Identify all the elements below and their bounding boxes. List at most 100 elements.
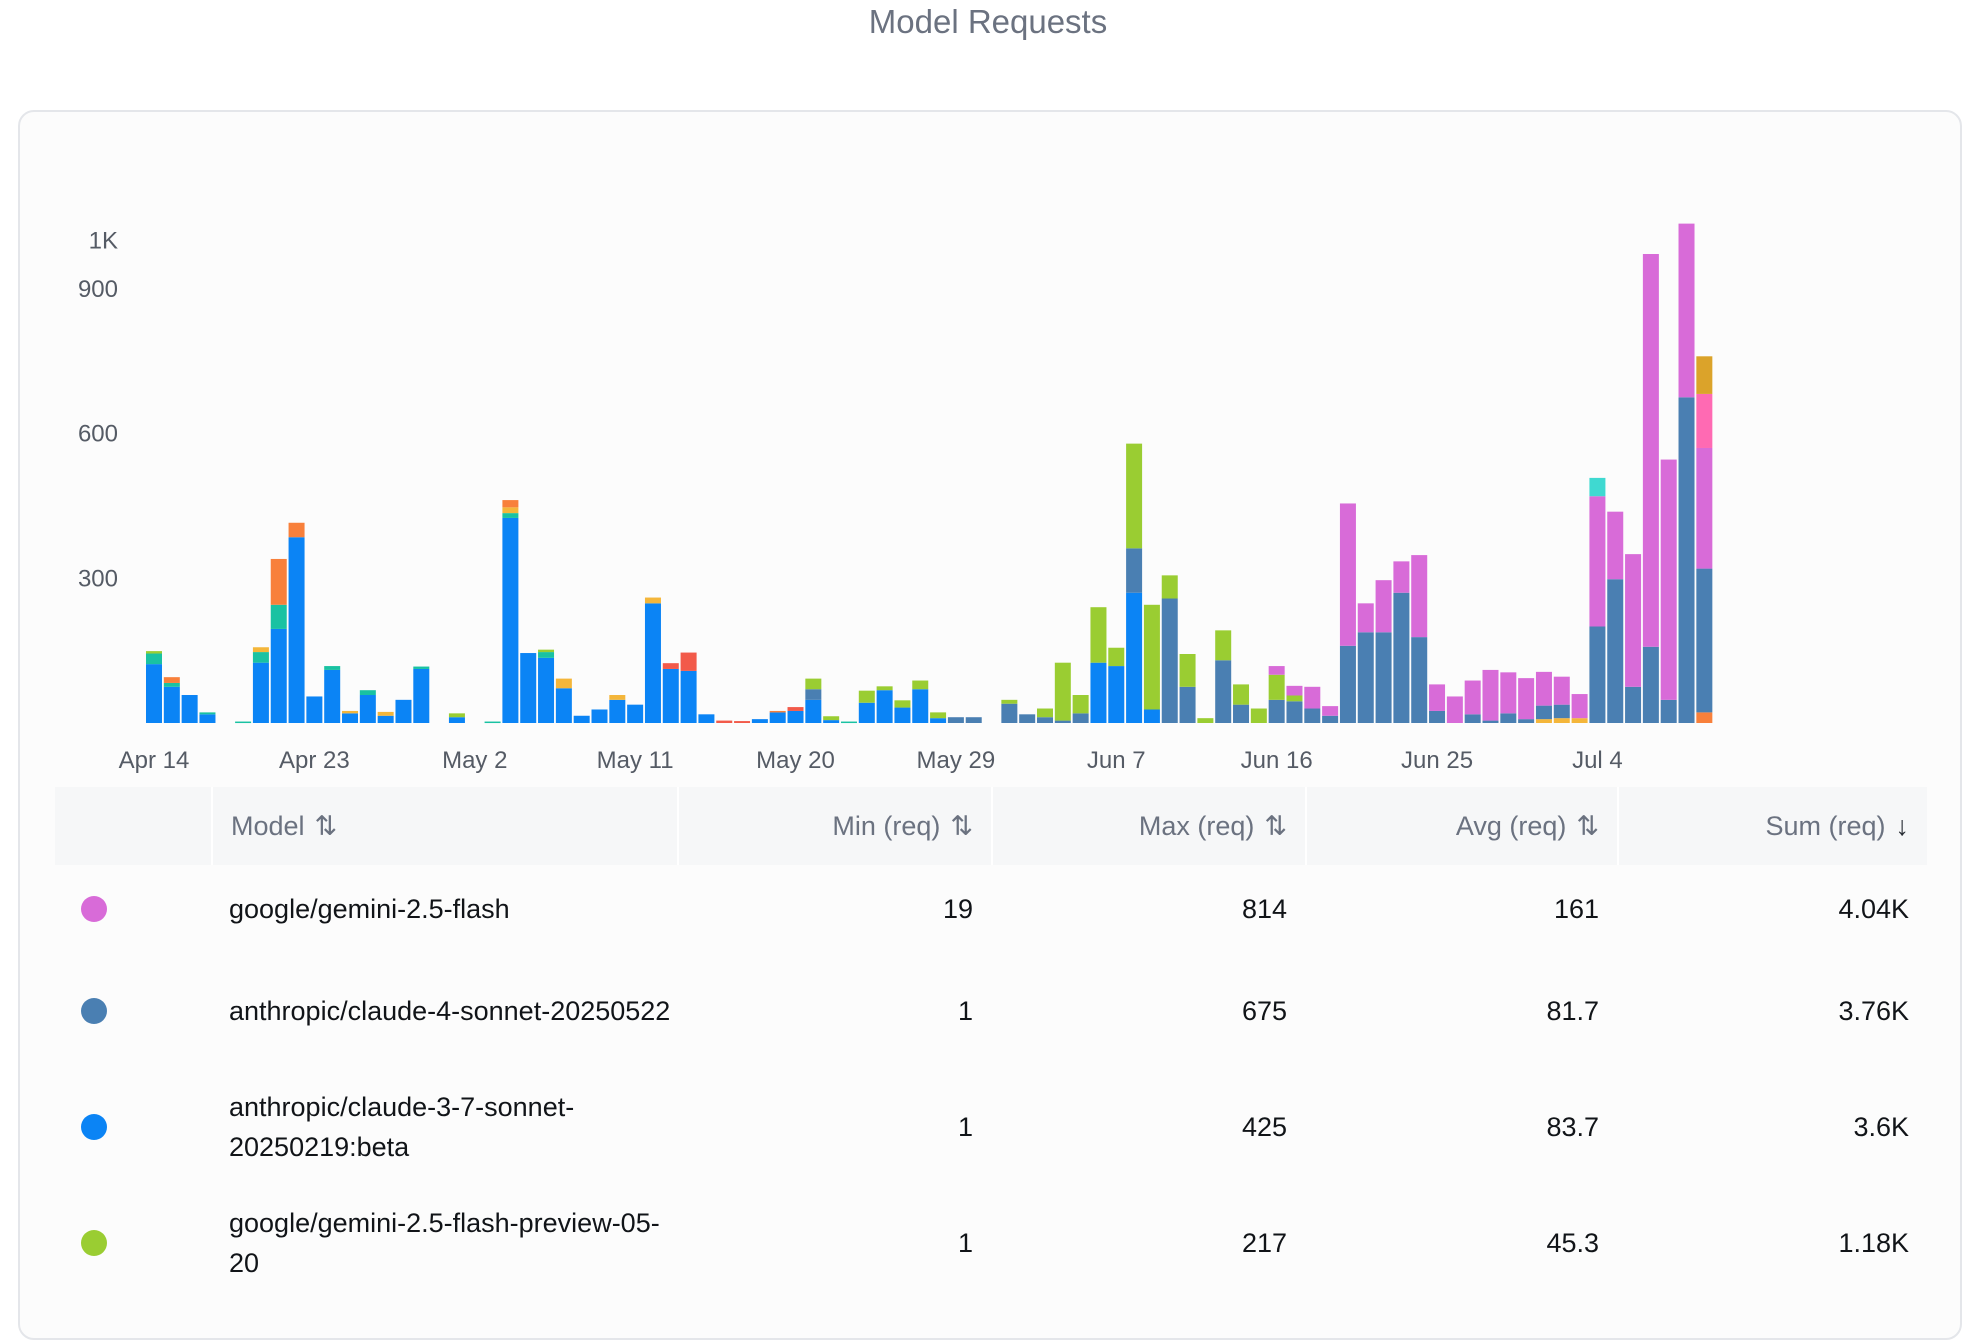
sort-neutral-icon[interactable]: ⇅: [314, 810, 338, 841]
bar-segment[interactable]: [448, 717, 465, 723]
bar-segment[interactable]: [1322, 715, 1339, 723]
bar-segment[interactable]: [484, 721, 501, 724]
bar-segment[interactable]: [342, 710, 359, 714]
bar-segment[interactable]: [644, 597, 661, 604]
bar-segment[interactable]: [270, 628, 287, 723]
bar-segment[interactable]: [662, 663, 679, 669]
bar-segment[interactable]: [1375, 632, 1392, 723]
bar-segment[interactable]: [306, 696, 323, 723]
bar-segment[interactable]: [1535, 705, 1552, 720]
bar-segment[interactable]: [1696, 568, 1713, 713]
bar-segment[interactable]: [894, 700, 911, 708]
bar-segment[interactable]: [1678, 223, 1695, 398]
bar-segment[interactable]: [538, 657, 555, 723]
bar-segment[interactable]: [1482, 720, 1499, 723]
bar-segment[interactable]: [1393, 561, 1410, 593]
bar-segment[interactable]: [876, 686, 893, 691]
bar-segment[interactable]: [1090, 607, 1107, 663]
table-row[interactable]: anthropic/claude-4-sonnet-20250522 1 675…: [55, 953, 1927, 1069]
bar-segment[interactable]: [324, 669, 341, 723]
bar-segment[interactable]: [270, 558, 287, 605]
bar-segment[interactable]: [876, 690, 893, 723]
bar-segment[interactable]: [163, 677, 180, 683]
bar-segment[interactable]: [573, 715, 590, 723]
bar-segment[interactable]: [1197, 718, 1214, 723]
sort-neutral-icon[interactable]: ⇅: [1576, 810, 1599, 841]
bar-segment[interactable]: [1446, 696, 1463, 723]
bar-segment[interactable]: [930, 718, 947, 723]
bar-segment[interactable]: [1268, 666, 1285, 675]
bar-segment[interactable]: [413, 668, 430, 723]
bar-segment[interactable]: [359, 690, 376, 696]
bar-segment[interactable]: [1126, 548, 1143, 593]
bar-segment[interactable]: [680, 652, 697, 671]
bar-segment[interactable]: [1375, 580, 1392, 633]
bar-segment[interactable]: [270, 604, 287, 629]
bar-segment[interactable]: [1553, 676, 1570, 705]
bar-segment[interactable]: [1072, 713, 1089, 723]
bar-segment[interactable]: [146, 653, 162, 665]
bar-segment[interactable]: [538, 649, 555, 653]
bar-segment[interactable]: [1357, 603, 1374, 633]
bar-segment[interactable]: [1108, 666, 1125, 723]
bar-segment[interactable]: [1090, 662, 1107, 723]
bar-segment[interactable]: [1143, 709, 1160, 723]
bar-segment[interactable]: [1553, 718, 1570, 723]
header-max[interactable]: Max (req) ⇅: [991, 787, 1305, 865]
bar-segment[interactable]: [555, 688, 572, 723]
bar-segment[interactable]: [1696, 356, 1713, 394]
bar-segment[interactable]: [1642, 646, 1659, 723]
bar-segment[interactable]: [787, 710, 804, 723]
bar-segment[interactable]: [1357, 632, 1374, 723]
sort-desc-icon[interactable]: ↓: [1895, 810, 1910, 841]
bar-segment[interactable]: [912, 689, 929, 723]
bar-segment[interactable]: [1571, 718, 1588, 723]
bar-segment[interactable]: [1339, 645, 1356, 723]
bar-segment[interactable]: [1215, 660, 1232, 723]
bar-segment[interactable]: [894, 707, 911, 723]
bar-segment[interactable]: [252, 662, 269, 723]
bar-segment[interactable]: [448, 713, 465, 718]
bar-segment[interactable]: [181, 695, 198, 723]
bar-segment[interactable]: [1518, 719, 1535, 723]
bar-segment[interactable]: [288, 537, 305, 723]
bar-segment[interactable]: [680, 670, 697, 723]
bar-segment[interactable]: [1268, 674, 1285, 700]
bar-segment[interactable]: [1126, 592, 1143, 723]
bar-segment[interactable]: [377, 711, 394, 716]
bar-segment[interactable]: [609, 695, 626, 700]
bar-segment[interactable]: [163, 686, 180, 723]
bar-segment[interactable]: [1660, 459, 1677, 700]
bar-segment[interactable]: [1233, 704, 1250, 723]
bar-segment[interactable]: [1518, 678, 1535, 720]
bar-segment[interactable]: [1464, 680, 1481, 715]
bar-segment[interactable]: [716, 720, 733, 723]
bar-segment[interactable]: [1054, 720, 1071, 723]
bar-segment[interactable]: [787, 707, 804, 711]
bar-segment[interactable]: [395, 699, 412, 723]
table-row[interactable]: google/gemini-2.5-flash 19 814 161 4.04K: [55, 865, 1927, 953]
bar-segment[interactable]: [930, 712, 947, 719]
bar-segment[interactable]: [1429, 710, 1446, 723]
bar-segment[interactable]: [823, 716, 840, 721]
header-sum[interactable]: Sum (req) ↓: [1617, 787, 1927, 865]
bar-segment[interactable]: [1696, 393, 1713, 448]
bar-segment[interactable]: [235, 721, 252, 724]
bar-segment[interactable]: [1589, 477, 1606, 497]
bar-segment[interactable]: [502, 507, 519, 514]
bar-segment[interactable]: [1589, 626, 1606, 724]
bar-segment[interactable]: [1482, 669, 1499, 721]
bar-segment[interactable]: [502, 517, 519, 723]
bar-segment[interactable]: [751, 719, 768, 723]
bar-segment[interactable]: [324, 666, 341, 670]
bar-segment[interactable]: [359, 695, 376, 723]
bar-segment[interactable]: [734, 721, 751, 723]
bar-segment[interactable]: [1625, 686, 1642, 723]
header-model[interactable]: Model ⇅: [211, 787, 677, 865]
bar-segment[interactable]: [1001, 699, 1018, 704]
bar-segment[interactable]: [1286, 701, 1303, 723]
bar-segment[interactable]: [288, 522, 305, 538]
bar-segment[interactable]: [1179, 686, 1196, 723]
bar-segment[interactable]: [698, 714, 715, 723]
bar-segment[interactable]: [1304, 686, 1321, 709]
